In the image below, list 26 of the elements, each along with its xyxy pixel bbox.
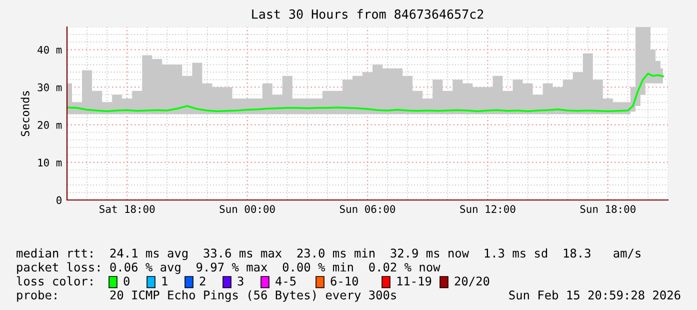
y-tick-label: 0 [56, 196, 62, 204]
text: 4-5 [276, 276, 296, 286]
text: 2 [200, 276, 206, 286]
text: 3 [238, 276, 244, 286]
x-tick-label: Sun 00:00 [220, 205, 275, 213]
y-tick-label: 40 m [38, 46, 62, 54]
text: median rtt: 24.1 ms avg 33.6 ms max 23.0 ms min 32.9 ms now 1.3 ms sd 18.3 am/s [16, 248, 640, 260]
text: 1 [162, 276, 168, 286]
text: probe: 20 ICMP Echo Pings (56 Bytes) every 300s [17, 290, 396, 302]
text: 0 [124, 276, 130, 286]
x-tick-label: Sun 12:00 [460, 205, 516, 213]
chart-title: Last 30 Hours from 8467364657c2 [252, 9, 484, 19]
text: packet loss: 0.06 % avg 9.97 % max 0.00 % min 0.02 % now [17, 262, 440, 274]
text: Sun Feb 15 20:59:28 2026 [509, 290, 680, 300]
x-tick-label: Sat 18:00 [100, 205, 155, 213]
y-tick-label: 30 m [38, 83, 62, 92]
y-axis-title: Seconds [20, 91, 30, 136]
text: 6-10 [330, 276, 358, 286]
line-series [67, 72, 664, 112]
text: loss color: [16, 276, 92, 286]
x-tick-label: Sun 18:00 [580, 205, 636, 213]
text: 11-19 [397, 276, 432, 286]
y-tick-label: 10 m [38, 158, 62, 167]
y-tick-label: 20 m [38, 121, 62, 129]
text: 20/20 [454, 276, 490, 287]
x-tick-label: Sun 06:00 [340, 205, 396, 213]
